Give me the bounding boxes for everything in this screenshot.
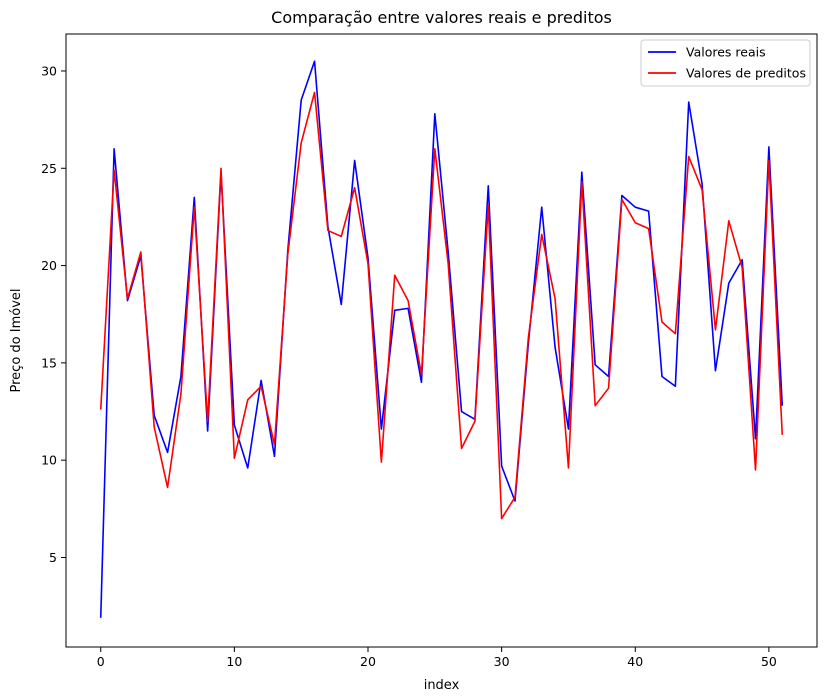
series-line-valores-preditos	[99, 91, 784, 520]
chart-title: Comparação entre valores reais e predito…	[271, 8, 612, 27]
y-tick-label: 25	[41, 161, 57, 176]
legend-label: Valores de preditos	[686, 66, 806, 81]
x-axis-label: index	[424, 678, 460, 693]
y-axis-ticks: 5 10 15 20 25 30	[41, 63, 66, 565]
legend: Valores reais Valores de preditos	[640, 39, 811, 87]
x-tick-label: 50	[761, 654, 777, 669]
axes-frame	[65, 33, 818, 648]
x-tick-label: 30	[494, 654, 510, 669]
x-tick-label: 40	[627, 654, 643, 669]
y-tick-label: 20	[41, 258, 57, 273]
series-layer	[99, 60, 784, 618]
legend-box	[640, 39, 811, 87]
legend-label: Valores reais	[686, 45, 766, 60]
y-tick-label: 5	[49, 550, 57, 565]
y-tick-label: 10	[41, 453, 57, 468]
plot-area-border	[65, 33, 818, 648]
y-tick-label: 30	[41, 63, 57, 78]
x-axis-ticks: 0 10 20 30 40 50	[97, 647, 777, 669]
y-axis-label: Preço do Imóvel	[9, 289, 24, 393]
x-tick-label: 10	[226, 654, 242, 669]
y-tick-label: 15	[41, 355, 57, 370]
x-tick-label: 20	[360, 654, 376, 669]
x-tick-label: 0	[97, 654, 105, 669]
